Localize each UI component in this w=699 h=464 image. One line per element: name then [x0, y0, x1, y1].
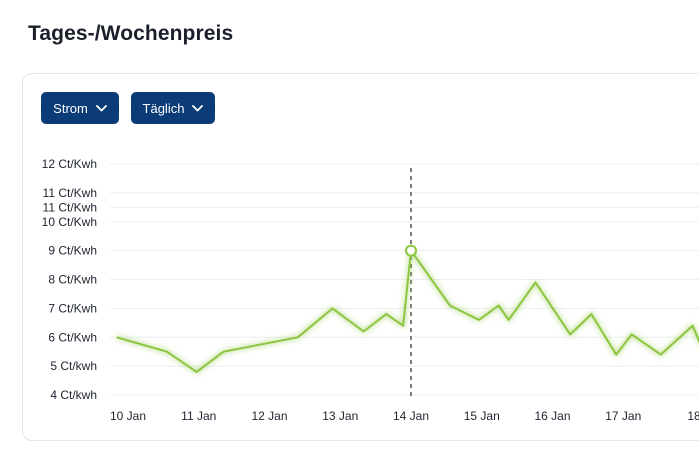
y-tick-label: 8 Ct/Kwh	[48, 273, 97, 287]
x-tick-label: 10 Jan	[110, 409, 146, 423]
x-tick-label: 15 Jan	[464, 409, 500, 423]
y-tick-label: 7 Ct/Kwh	[48, 301, 97, 315]
hover-point-marker[interactable]	[405, 244, 417, 257]
y-tick-label: 10 Ct/Kwh	[42, 215, 97, 229]
period-dropdown[interactable]: Täglich	[131, 92, 215, 124]
x-tick-label: 18	[687, 409, 699, 423]
energy-type-dropdown[interactable]: Strom	[41, 92, 119, 124]
grid-lines	[110, 163, 699, 396]
y-tick-label: 4 Ct/kwh	[50, 388, 97, 402]
chevron-down-icon	[192, 104, 204, 111]
page-title: Tages-/Wochenpreis	[28, 22, 234, 45]
y-tick-label: 9 Ct/Kwh	[48, 244, 97, 258]
energy-type-dropdown-label: Strom	[53, 100, 88, 116]
y-tick-label: 6 Ct/Kwh	[48, 330, 97, 344]
x-tick-label: 16 Jan	[534, 409, 570, 423]
chart-card	[22, 73, 699, 441]
chevron-down-icon	[95, 104, 107, 111]
x-tick-label: 12 Jan	[251, 409, 287, 423]
x-tick-label: 14 Jan	[393, 409, 429, 423]
period-dropdown-label: Täglich	[142, 100, 185, 116]
series-line	[116, 249, 699, 373]
x-tick-label: 13 Jan	[322, 409, 358, 423]
x-axis-ticks: 10 Jan 11 Jan 12 Jan 13 Jan 14 Jan 15 Jan 16 J…	[110, 409, 699, 423]
y-tick-label: 5 Ct/kwh	[50, 359, 97, 373]
x-tick-label: 17 Jan	[605, 409, 641, 423]
y-tick-label: 11 Ct/Kwh	[43, 186, 97, 200]
x-tick-label: 11 Jan	[181, 409, 216, 423]
y-tick-label: 11 Ct/Kwh	[43, 200, 97, 214]
y-tick-label: 12 Ct/Kwh	[42, 157, 97, 171]
